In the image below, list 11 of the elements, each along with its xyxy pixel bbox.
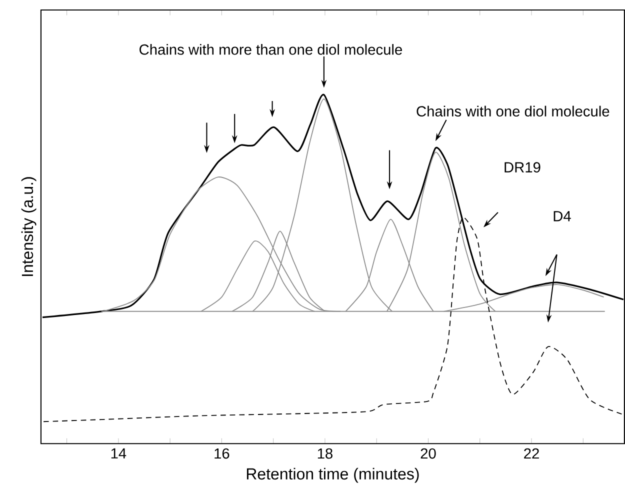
annotation: DR19: [504, 162, 540, 173]
annotation: Chains with one diol molecule: [416, 106, 610, 117]
annotation: Chains with more than one diol molecule: [140, 44, 402, 56]
x-axis-title: Retention time (minutes): [246, 468, 419, 483]
x-tick-label: 18: [318, 448, 332, 459]
x-tick-label: 20: [420, 448, 436, 459]
x-tick-label: 22: [524, 448, 539, 459]
annotation: D4: [554, 211, 571, 222]
y-axis-title: Intensity (a.u.): [21, 177, 36, 276]
x-tick-label: 14: [111, 448, 126, 459]
x-tick-label: 16: [214, 448, 230, 459]
